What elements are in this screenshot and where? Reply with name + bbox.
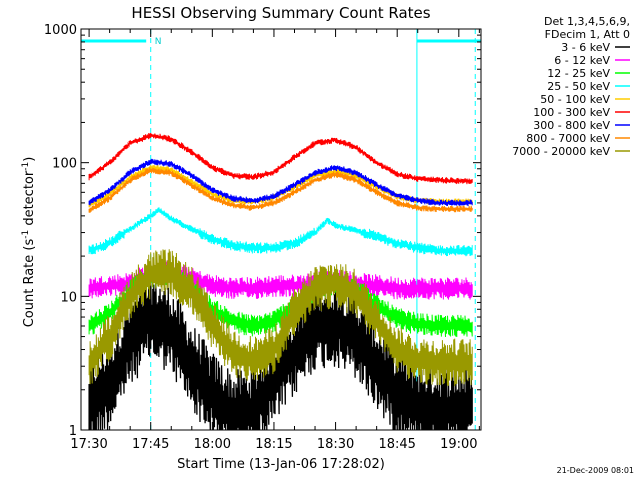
legend-label-8: 7000 - 20000 keV [512, 145, 610, 158]
x-tick-label-6: 19:00 [440, 437, 477, 452]
x-tick-label-2: 18:00 [194, 437, 231, 452]
chart-title: HESSI Observing Summary Count Rates [131, 4, 430, 22]
y-tick-label-1: 10 [60, 290, 77, 305]
legend-label-3: 25 - 50 keV [547, 80, 610, 93]
timestamp: 21-Dec-2009 08:01 [557, 466, 634, 475]
series-line-5 [88, 132, 473, 185]
legend: Det 1,3,4,5,6,9, FDecim 1, Att 0 3 - 6 k… [512, 15, 630, 158]
legend-label-7: 800 - 7000 keV [526, 132, 610, 145]
flag-label-n: N [155, 37, 162, 47]
legend-label-4: 50 - 100 keV [540, 93, 610, 106]
legend-label-5: 100 - 300 keV [533, 106, 610, 119]
x-tick-label-4: 18:30 [317, 437, 354, 452]
plot-frame [80, 28, 482, 431]
series-line-3 [88, 207, 473, 257]
legend-label-2: 12 - 25 keV [547, 67, 610, 80]
y-label-superscript-2: -1 [21, 162, 31, 171]
series-line-6 [88, 158, 473, 207]
axes-layer [80, 28, 482, 431]
legend-label-6: 300 - 800 keV [533, 119, 610, 132]
y-tick-label-0: 1 [69, 424, 77, 439]
series-line-0 [88, 273, 473, 431]
x-tick-label-3: 18:15 [255, 437, 292, 452]
y-axis-label: Count Rate (s-1 detector-1) [21, 157, 37, 328]
legend-label-1: 6 - 12 keV [554, 54, 610, 67]
y-label-part-3: ) [22, 157, 37, 162]
legend-label-0: 3 - 6 keV [561, 41, 610, 54]
y-tick-label-3: 1000 [44, 23, 77, 38]
x-axis-label: Start Time (13-Jan-06 17:28:02) [177, 457, 385, 472]
x-tick-label-5: 18:45 [378, 437, 415, 452]
y-tick-layer: 1 10 100 1000 [44, 23, 481, 439]
x-tick-label-1: 17:45 [132, 437, 169, 452]
legend-header-line-2: FDecim 1, Att 0 [545, 28, 630, 41]
y-label-superscript-1: -1 [21, 230, 31, 239]
x-tick-layer: 17:30 17:45 18:00 18:15 18:30 18:45 19:00 [70, 29, 480, 452]
series-line-7 [88, 167, 473, 213]
series-line-8 [88, 249, 473, 387]
y-tick-label-2: 100 [52, 157, 77, 172]
x-tick-label-0: 17:30 [70, 437, 107, 452]
legend-header-line-1: Det 1,3,4,5,6,9, [544, 15, 630, 28]
series-layer [88, 132, 473, 431]
y-label-part-1: Count Rate (s [22, 239, 37, 328]
y-label-part-2: detector [22, 170, 37, 230]
